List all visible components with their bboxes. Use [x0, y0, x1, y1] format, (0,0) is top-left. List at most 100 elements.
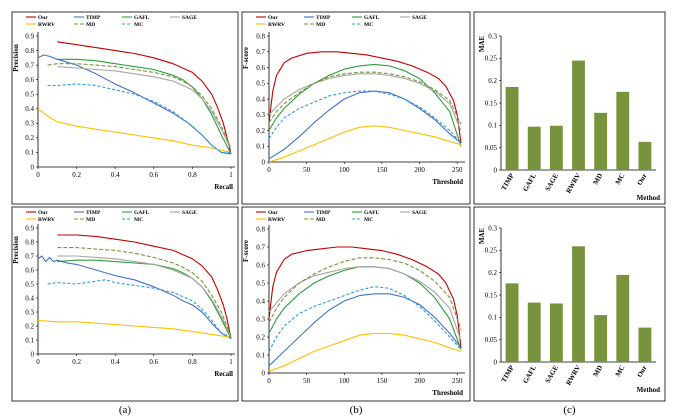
- legend-label-timp: TIMP: [86, 210, 101, 216]
- series-line-gafl: [57, 259, 232, 339]
- y-tick-label: 0.4: [25, 105, 34, 113]
- legend-label-gafl: GAFL: [364, 15, 380, 21]
- series-line-timp: [37, 255, 232, 340]
- y-tick-label: 0.6: [25, 266, 34, 274]
- x-tick-label: 100: [339, 166, 350, 174]
- legend-label-sage: SAGE: [412, 15, 427, 21]
- bar-our: [638, 327, 652, 362]
- legend-label-timp: TIMP: [86, 15, 101, 21]
- x-tick-label: 0: [36, 171, 40, 179]
- panel-frame-c2: [473, 206, 666, 402]
- legend-label-sage: SAGE: [182, 210, 197, 216]
- panel-caption: (c): [563, 404, 576, 416]
- legend-label-mc: MC: [364, 217, 373, 223]
- x-axis-label: Recall: [214, 370, 233, 378]
- series-line-timp: [268, 90, 462, 160]
- y-tick-label: 0.2: [25, 134, 34, 142]
- y-tick-label: 0.1: [256, 143, 265, 151]
- series-line-mc: [47, 279, 232, 338]
- legend-label-rwrv: RWRV: [268, 22, 285, 28]
- y-tick-label: 0.1: [256, 351, 265, 359]
- series-line-timp: [268, 293, 462, 367]
- y-tick-label: 0: [494, 358, 498, 366]
- y-tick-label: 0.2: [488, 269, 497, 277]
- x-tick-label: 0.4: [111, 358, 120, 366]
- y-tick-label: 0: [31, 350, 35, 358]
- y-tick-label: 0.7: [256, 48, 265, 56]
- x-tick-label: 0.2: [72, 171, 81, 179]
- x-tick-label: 200: [414, 377, 425, 385]
- category-label: RWRV: [564, 364, 582, 387]
- x-tick-label: 0.8: [188, 358, 197, 366]
- y-tick-label: 0.25: [485, 247, 498, 255]
- category-label: MC: [614, 364, 627, 378]
- y-axis-label: MAE: [478, 228, 486, 245]
- category-label: SAGE: [544, 172, 561, 193]
- legend-label-our: Our: [38, 15, 48, 21]
- series-line-our: [268, 246, 462, 348]
- y-tick-label: 0.15: [485, 291, 498, 299]
- y-tick-label: 0.9: [25, 224, 34, 232]
- y-tick-label: 0.15: [485, 99, 498, 107]
- y-axis-label: Precision: [12, 236, 20, 264]
- legend-label-sage: SAGE: [412, 210, 427, 216]
- category-label: GAFL: [521, 172, 538, 193]
- x-axis-label: Threshold: [432, 178, 463, 186]
- x-axis-label: Method: [637, 386, 660, 394]
- y-tick-label: 0.7: [25, 252, 34, 260]
- y-tick-label: 0.1: [488, 314, 497, 322]
- series-line-md: [268, 257, 462, 330]
- y-tick-label: 0: [31, 163, 35, 171]
- y-tick-label: 0.7: [25, 61, 34, 69]
- series-line-our: [57, 41, 232, 155]
- legend-label-gafl: GAFL: [134, 210, 150, 216]
- bar-gafl: [527, 302, 541, 362]
- y-tick-label: 0: [494, 166, 498, 174]
- x-tick-label: 0: [36, 358, 40, 366]
- bar-our: [638, 141, 652, 170]
- x-tick-label: 0.6: [149, 358, 158, 366]
- bar-md: [594, 315, 608, 362]
- series-line-sage: [268, 73, 462, 131]
- x-tick-label: 1: [229, 358, 233, 366]
- y-tick-label: 0.3: [488, 32, 497, 40]
- legend-label-md: MD: [86, 217, 95, 223]
- x-tick-label: 0.2: [72, 358, 81, 366]
- y-axis-label: Precision: [12, 44, 20, 72]
- bar-rwrv: [572, 60, 585, 170]
- y-axis-label: F-score: [242, 240, 250, 262]
- y-tick-label: 0.25: [485, 55, 498, 63]
- legend-label-gafl: GAFL: [134, 15, 150, 21]
- legend-label-md: MD: [316, 217, 325, 223]
- legend-label-md: MD: [86, 22, 95, 28]
- series-line-mc: [268, 286, 462, 352]
- x-axis-label: Method: [637, 194, 660, 202]
- x-tick-label: 250: [452, 377, 463, 385]
- y-tick-label: 0.5: [256, 279, 265, 287]
- y-tick-label: 0: [262, 369, 266, 377]
- category-label: GAFL: [521, 364, 538, 385]
- category-label: TIMP: [500, 363, 516, 383]
- x-tick-label: 0.4: [111, 171, 120, 179]
- category-label: MC: [614, 172, 627, 186]
- y-tick-label: 0.6: [25, 76, 34, 84]
- legend-label-rwrv: RWRV: [38, 22, 55, 28]
- y-tick-label: 0.3: [488, 224, 497, 232]
- legend-label-mc: MC: [134, 22, 143, 28]
- legend-label-gafl: GAFL: [364, 210, 380, 216]
- y-tick-label: 0.3: [256, 315, 265, 323]
- y-tick-label: 0.6: [256, 261, 265, 269]
- x-tick-label: 0: [267, 166, 271, 174]
- series-line-rwrv: [37, 319, 232, 338]
- legend-label-timp: TIMP: [316, 210, 331, 216]
- x-axis-label: Threshold: [432, 389, 463, 397]
- series-line-sage: [57, 255, 232, 338]
- y-tick-label: 0.1: [488, 122, 497, 130]
- y-tick-label: 0.8: [256, 32, 265, 40]
- series-line-md: [47, 63, 232, 149]
- y-tick-label: 0.6: [256, 64, 265, 72]
- bar-mc: [616, 274, 630, 362]
- series-line-gafl: [57, 58, 232, 155]
- y-tick-label: 0.7: [256, 243, 265, 251]
